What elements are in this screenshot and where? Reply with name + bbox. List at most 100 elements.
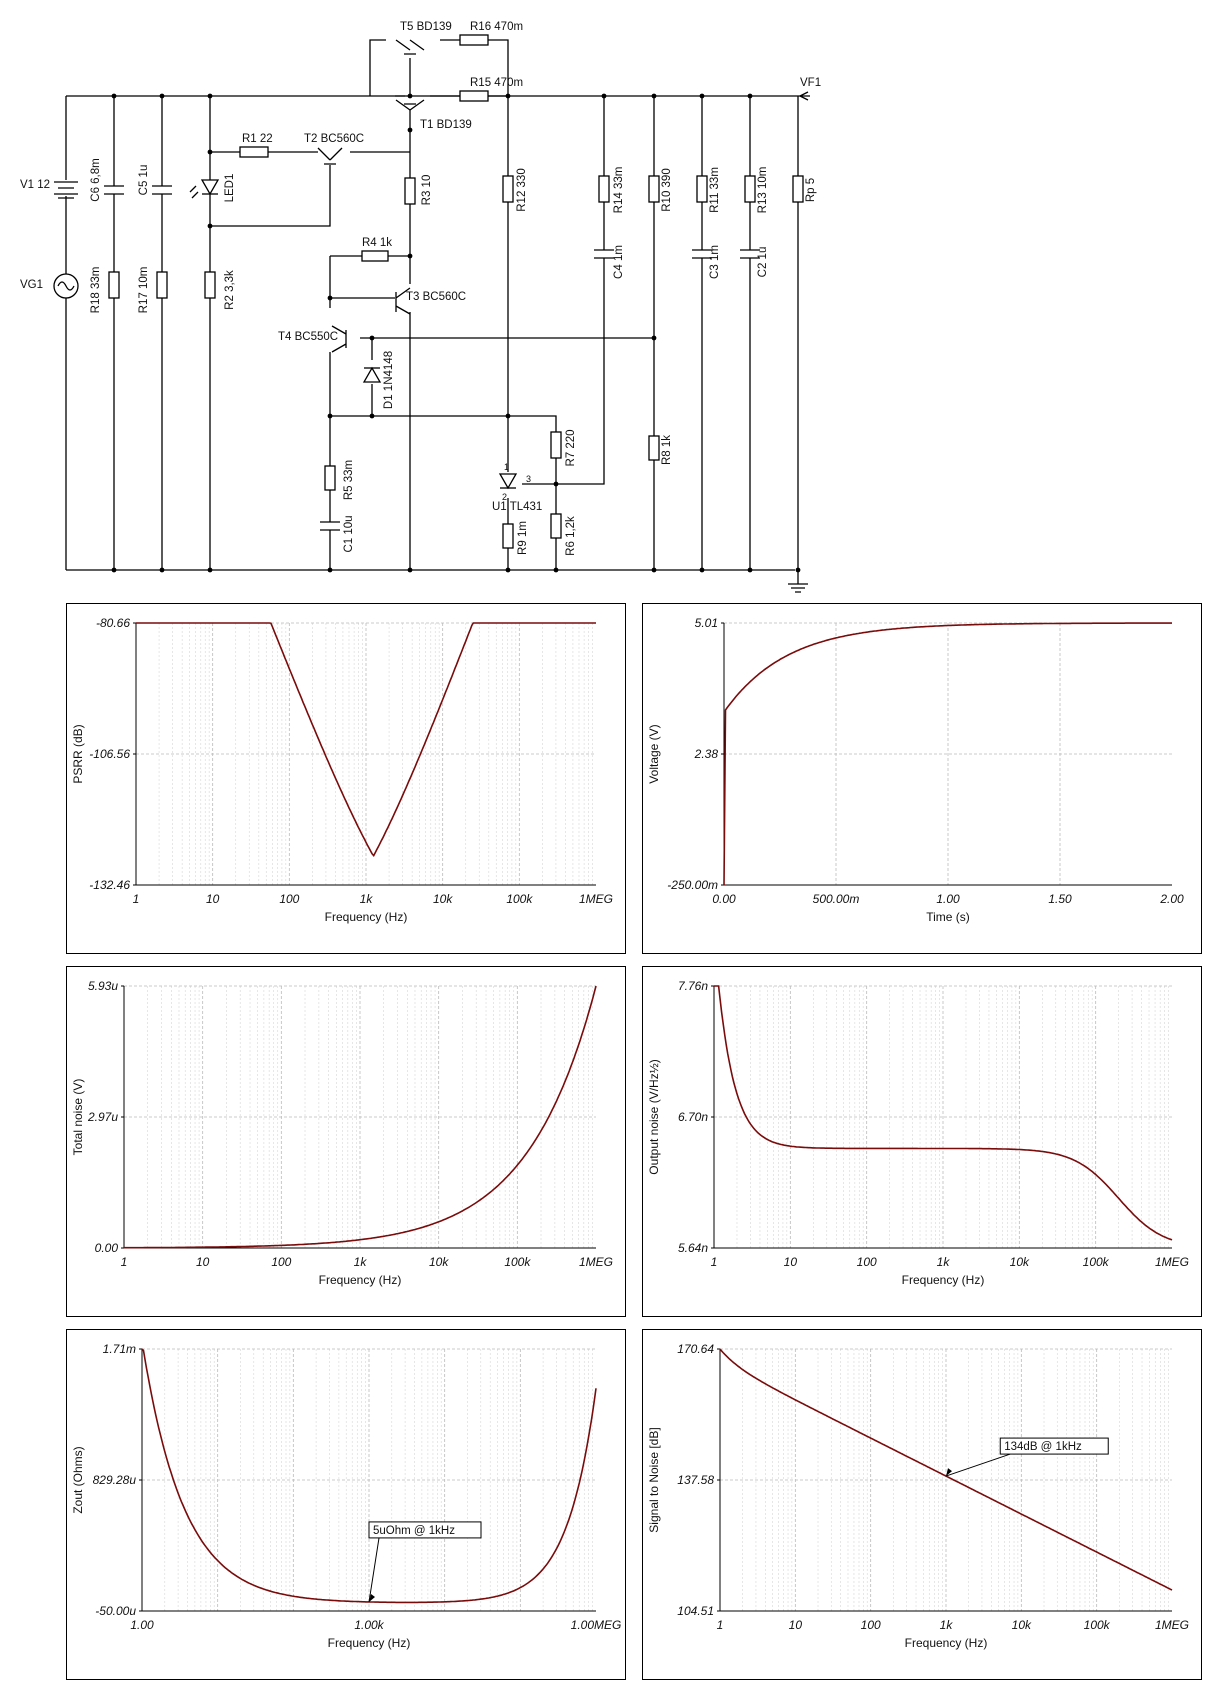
annotation-box	[368, 1521, 482, 1539]
component-label: R5 33m	[343, 460, 355, 500]
annotation-box	[999, 1437, 1109, 1455]
component-label: R8 1k	[661, 435, 673, 465]
component-label: D1 1N4148	[383, 351, 395, 409]
x-tick-label: 10	[206, 892, 220, 906]
x-tick-label: 1.00k	[354, 1618, 384, 1632]
x-tick-label: 0.00	[712, 892, 736, 906]
x-axis-label: Frequency (Hz)	[328, 1636, 411, 1650]
component-label: R2 3,3k	[224, 270, 236, 310]
component-label: R7 220	[565, 429, 577, 466]
x-tick-label: 100	[861, 1618, 881, 1632]
component-label: C3 1m	[709, 245, 721, 279]
y-axis-label: Voltage (V)	[647, 724, 661, 783]
component-label: C6 6,8m	[90, 158, 102, 201]
y-tick-label: 137.58	[677, 1473, 714, 1487]
component-label: C5 1u	[138, 165, 150, 196]
x-tick-label: 10	[784, 1255, 798, 1269]
chart-frame	[66, 966, 626, 1317]
x-tick-label: 100	[279, 892, 299, 906]
pin-number: 1	[504, 462, 509, 472]
component-label: R12 330	[516, 168, 528, 211]
y-axis-label: Total noise (V)	[71, 1079, 85, 1156]
component-label: LED1	[224, 174, 236, 203]
x-tick-label: 1.50	[1048, 892, 1072, 906]
component-label: C4 1m	[613, 245, 625, 279]
y-tick-label: -50.00u	[95, 1604, 136, 1618]
component-label: T2 BC560C	[304, 133, 364, 145]
component-label: R3 10	[421, 175, 433, 206]
x-tick-label: 1.00MEG	[571, 1618, 622, 1632]
grid	[724, 622, 1172, 885]
x-tick-label: 1	[711, 1255, 718, 1269]
y-axis-label: Output noise (V/Hz½)	[647, 1059, 661, 1174]
x-tick-label: 100k	[506, 892, 533, 906]
chart-frame	[642, 966, 1202, 1317]
component-label: R9 1m	[517, 521, 529, 555]
x-tick-label: 1	[717, 1618, 724, 1632]
component-label: C2 1u	[757, 247, 769, 278]
x-tick-label: 10k	[1012, 1618, 1032, 1632]
y-tick-label: 1.71m	[103, 1342, 136, 1356]
y-tick-label: -250.00m	[667, 878, 718, 892]
y-tick-label: 5.93u	[88, 979, 118, 993]
y-tick-label: 829.28u	[93, 1473, 137, 1487]
component-label: T1 BD139	[420, 119, 472, 131]
pin-number: 2	[502, 492, 507, 502]
x-tick-label: 1.00	[130, 1618, 154, 1632]
x-tick-label: 10	[196, 1255, 210, 1269]
chart-frame	[66, 1329, 626, 1680]
x-tick-label: 10	[789, 1618, 803, 1632]
snr-chart: 170.64 137.58 104.511 10 100 1k 10k 100k 1MEG Fre…	[642, 1329, 1202, 1680]
x-axis-label: Time (s)	[926, 910, 970, 924]
component-label: R1 22	[242, 133, 273, 145]
component-label: VG1	[20, 279, 43, 291]
component-label: R16 470m	[470, 21, 523, 33]
x-tick-label: 100k	[1084, 1618, 1111, 1632]
component-label: V1 12	[20, 179, 50, 191]
chart-frame	[642, 1329, 1202, 1680]
x-tick-label: 1k	[360, 892, 374, 906]
component-label: T3 BC560C	[406, 291, 466, 303]
x-tick-label: 100k	[504, 1255, 531, 1269]
y-tick-label: 5.01	[695, 616, 718, 630]
component-label: R11 33m	[709, 167, 721, 213]
component-label: R6 1,2k	[565, 516, 577, 556]
x-axis-label: Frequency (Hz)	[319, 1273, 402, 1287]
x-tick-label: 1	[121, 1255, 128, 1269]
component-label: T5 BD139	[400, 21, 452, 33]
component-label: R13 10m	[757, 167, 769, 214]
x-tick-label: 1k	[937, 1255, 951, 1269]
x-tick-label: 100k	[1083, 1255, 1110, 1269]
grid	[124, 985, 596, 1248]
x-tick-label: 1k	[354, 1255, 368, 1269]
y-axis-label: PSRR (dB)	[71, 724, 85, 783]
y-tick-label: 0.00	[95, 1241, 119, 1255]
component-label: Rp 5	[805, 178, 817, 202]
grid	[720, 1348, 1172, 1611]
annotation-text: 5uOhm @ 1kHz	[373, 1525, 455, 1537]
annotation-text: 134dB @ 1kHz	[1004, 1441, 1082, 1453]
x-tick-label: 1MEG	[1155, 1255, 1189, 1269]
x-tick-label: 1MEG	[1155, 1618, 1189, 1632]
x-tick-label: 1k	[940, 1618, 954, 1632]
x-axis-label: Frequency (Hz)	[325, 910, 408, 924]
y-tick-label: 170.64	[677, 1342, 714, 1356]
pin-number: 3	[526, 474, 531, 484]
psrr-chart: -80.66 -106.56 -132.461 10 100 1k 10k 100k 1MEG F…	[66, 603, 626, 954]
component-label: T4 BC550C	[278, 331, 338, 343]
component-label: VF1	[800, 77, 821, 89]
series-line	[723, 622, 1172, 886]
grid	[714, 985, 1172, 1248]
series-line	[719, 1348, 1173, 1591]
x-tick-label: 2.00	[1159, 892, 1184, 906]
x-tick-label: 10k	[433, 892, 453, 906]
y-axis-label: Zout (Ohms)	[71, 1446, 85, 1513]
x-tick-label: 1MEG	[579, 892, 613, 906]
x-tick-label: 1	[133, 892, 140, 906]
x-axis-label: Frequency (Hz)	[905, 1636, 988, 1650]
x-tick-label: 10k	[429, 1255, 449, 1269]
circuit-schematic: T5 BD139 R16 470m R15 470m VF1 T1 BD139 R1 22…	[20, 21, 821, 593]
